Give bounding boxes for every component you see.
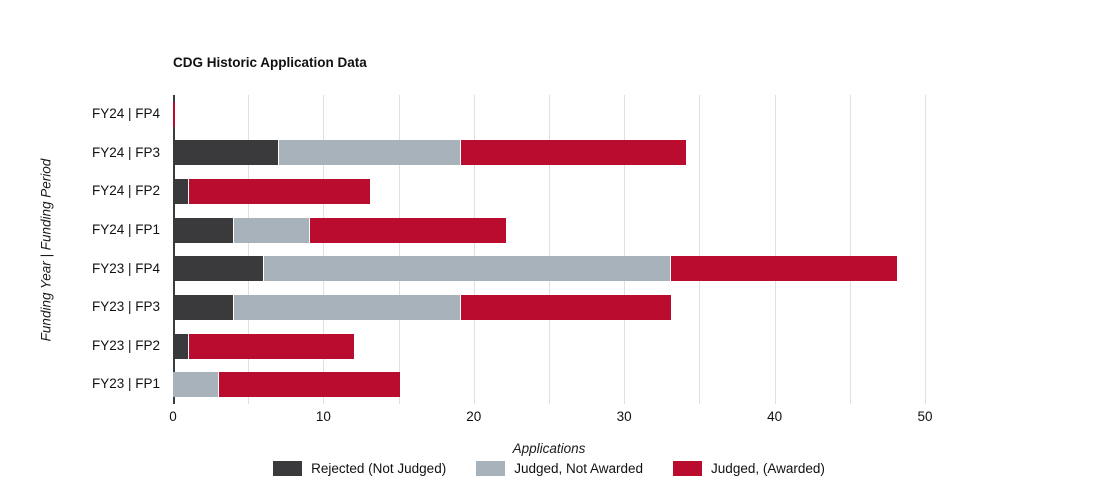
gridline: [323, 95, 325, 404]
gridline: [624, 95, 626, 404]
legend-label: Rejected (Not Judged): [311, 461, 447, 476]
bar-segment-judged-awarded[interactable]: [670, 256, 897, 282]
legend-item-rejected-not-judged[interactable]: Rejected (Not Judged): [273, 461, 446, 476]
x-tick-label: 50: [917, 409, 933, 424]
bar-row: [173, 294, 672, 320]
legend-label: Judged, Not Awarded: [514, 461, 644, 476]
bar-segment-judged-awarded[interactable]: [218, 372, 400, 398]
y-tick-label: FY24 | FP3: [91, 144, 160, 160]
gridline: [549, 95, 550, 404]
x-axis-title: Applications: [512, 441, 586, 456]
chart-title: CDG Historic Application Data: [173, 55, 367, 70]
bar-segment-judged-awarded[interactable]: [188, 179, 370, 205]
bar-segment-judged-awarded[interactable]: [459, 140, 687, 166]
gridline: [774, 95, 776, 404]
x-tick-label: 30: [616, 409, 632, 424]
bar-segment-judged-awarded[interactable]: [459, 294, 672, 320]
legend-item-judged-not-awarded[interactable]: Judged, Not Awarded: [476, 461, 643, 476]
legend: Rejected (Not Judged) Judged, Not Awarded…: [0, 461, 1098, 476]
bar-row: [173, 372, 400, 398]
x-tick-label: 0: [169, 409, 177, 424]
legend-swatch: [273, 461, 303, 476]
gridline: [398, 95, 400, 404]
x-tick-label: 40: [767, 409, 783, 424]
bar-segment-rejected-not-judged[interactable]: [173, 217, 234, 243]
bar-row: [173, 217, 506, 243]
bar-row: [173, 140, 687, 166]
bar-row: [173, 179, 370, 205]
bar-segment-rejected-not-judged[interactable]: [173, 294, 234, 320]
legend-item-judged-awarded[interactable]: Judged, (Awarded): [673, 461, 825, 476]
bar-segment-rejected-not-judged[interactable]: [173, 179, 189, 205]
bar-segment-judged-not-awarded[interactable]: [278, 140, 460, 166]
bar-segment-rejected-not-judged[interactable]: [173, 256, 264, 282]
bar-segment-judged-not-awarded[interactable]: [173, 372, 219, 398]
bar-segment-judged-not-awarded[interactable]: [263, 256, 671, 282]
gridline: [248, 95, 250, 404]
x-tick-label: 20: [466, 409, 482, 424]
y-tick-label: FY23 | FP4: [91, 260, 160, 276]
gridline: [849, 95, 851, 404]
y-axis-line: [173, 95, 175, 404]
bar-row: [173, 333, 355, 359]
bar-segment-rejected-not-judged[interactable]: [173, 140, 279, 166]
y-tick-label: FY24 | FP2: [91, 183, 160, 199]
legend-swatch: [673, 461, 703, 476]
legend-label: Judged, (Awarded): [711, 461, 825, 476]
y-tick-label: FY23 | FP2: [91, 337, 160, 353]
legend-swatch: [476, 461, 506, 476]
bar-segment-judged-awarded[interactable]: [309, 217, 506, 243]
bar-row: [173, 101, 175, 127]
y-tick-label: FY24 | FP4: [91, 106, 160, 121]
bar-segment-judged-not-awarded[interactable]: [233, 294, 460, 320]
bar-segment-judged-not-awarded[interactable]: [233, 217, 310, 243]
bar-segment-judged-awarded[interactable]: [188, 333, 355, 359]
x-tick-label: 10: [315, 409, 331, 424]
y-tick-label: FY23 | FP1: [91, 376, 160, 392]
y-tick-label: FY23 | FP3: [91, 299, 160, 315]
gridline: [699, 95, 701, 404]
gridline: [473, 95, 475, 404]
y-tick-label: FY24 | FP1: [91, 221, 160, 237]
bar-segment-rejected-not-judged[interactable]: [173, 333, 189, 359]
plot-area: [173, 95, 973, 404]
bar-row: [173, 256, 897, 282]
gridline: [925, 95, 926, 404]
bar-segment-zero-sliver: [173, 101, 175, 127]
